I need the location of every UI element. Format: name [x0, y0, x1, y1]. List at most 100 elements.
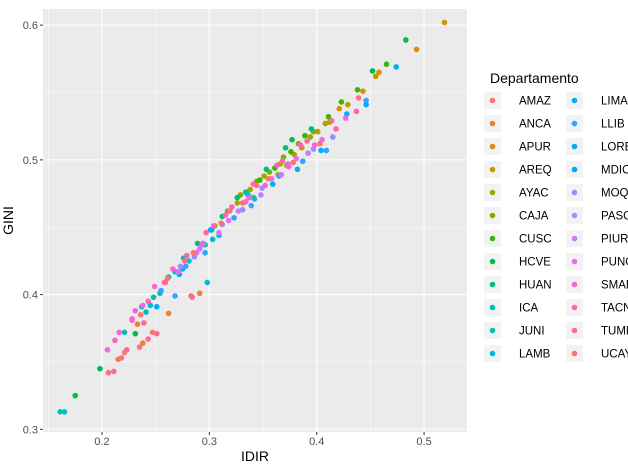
data-point [137, 311, 144, 318]
data-point [158, 287, 164, 294]
data-point [363, 97, 369, 104]
series-puno [105, 95, 362, 376]
legend-key-dot [571, 212, 578, 219]
data-point [239, 200, 246, 206]
data-point [239, 206, 246, 213]
data-point [186, 258, 192, 264]
data-point [116, 329, 123, 336]
data-point [150, 294, 157, 301]
x-axis-title: IDIR [241, 448, 269, 464]
data-point [247, 186, 253, 193]
data-point [289, 136, 295, 143]
data-point [288, 148, 294, 155]
data-point [246, 194, 252, 201]
legend-label: AYAC [519, 188, 549, 200]
legend-label: LLIB [601, 119, 625, 131]
data-point [61, 408, 68, 415]
data-point [72, 392, 79, 399]
data-point [231, 215, 237, 221]
x-tick-label: 0.3 [202, 436, 217, 448]
data-point [253, 182, 260, 189]
legend-label: LORE [601, 142, 628, 154]
data-point [111, 368, 117, 375]
data-point [182, 263, 189, 270]
data-point [345, 101, 351, 108]
legend-label: CAJA [519, 211, 549, 223]
legend-key-dot [571, 327, 578, 334]
data-point [172, 293, 178, 299]
data-point [290, 159, 296, 166]
data-point [338, 99, 345, 105]
data-point [234, 194, 241, 201]
y-tick-label: 0.5 [23, 155, 38, 167]
legend-label: UCAY [601, 349, 628, 361]
data-point [305, 150, 311, 156]
data-point [293, 155, 300, 162]
legend-key-dot [571, 281, 578, 288]
data-point [279, 158, 286, 165]
data-point [199, 241, 205, 248]
legend-key-dot [489, 189, 496, 196]
legend-key-dot [571, 120, 578, 127]
x-tick-label: 0.4 [309, 436, 324, 448]
series-mdio [196, 150, 311, 252]
legend-label: HUAN [519, 280, 552, 292]
legend: Departamento AMAZ ANCA APUR AREQ AYAC CAJA CUS… [484, 70, 628, 362]
legend-label: HCVE [519, 257, 551, 269]
data-point [235, 208, 242, 214]
data-point [181, 258, 188, 264]
minor-gridlines [43, 9, 467, 432]
legend-label: AMAZ [519, 96, 551, 108]
legend-key-dot [571, 258, 578, 265]
data-point [322, 120, 329, 127]
data-point [274, 162, 280, 169]
data-point [342, 115, 349, 121]
legend-label: PIUR [601, 234, 628, 246]
data-point [282, 144, 289, 151]
data-point [393, 64, 399, 70]
legend-label: ICA [519, 303, 539, 315]
data-point [413, 46, 420, 53]
series-ucay [137, 140, 323, 318]
data-point [262, 182, 268, 189]
data-point [141, 320, 147, 326]
data-point [121, 329, 128, 336]
data-point [269, 181, 276, 187]
series-anca [115, 290, 203, 363]
data-point [317, 140, 323, 147]
data-point [202, 250, 208, 256]
major-gridlines [43, 9, 467, 432]
data-point [261, 173, 267, 179]
legend-title: Departamento [490, 70, 579, 86]
y-tick-label: 0.6 [23, 20, 38, 32]
data-points [57, 19, 448, 415]
plot-panel [43, 9, 467, 432]
data-point [207, 227, 214, 233]
legend-key-dot [489, 166, 496, 173]
legend-label: AREQ [519, 165, 552, 177]
data-point [354, 87, 361, 93]
data-point [209, 236, 216, 243]
legend-label: MOQU [601, 188, 628, 200]
data-point [383, 61, 390, 68]
data-point [323, 147, 330, 154]
data-point [177, 263, 184, 270]
data-point [203, 229, 209, 236]
legend-key-dot [489, 281, 496, 288]
legend-key-dot [489, 120, 496, 127]
legend-key-dot [571, 97, 578, 104]
data-point [294, 166, 301, 173]
x-axis-ticks: 0.2 0.3 0.4 0.5 [94, 432, 432, 448]
legend-label: TACN [601, 303, 628, 315]
x-tick-label: 0.2 [94, 436, 109, 448]
legend-label: TUMB [601, 326, 628, 338]
data-point [307, 134, 314, 140]
legend-label: ANCA [519, 119, 551, 131]
data-point [403, 37, 409, 43]
data-point [318, 147, 324, 154]
legend-key-dot [489, 327, 496, 334]
data-point [376, 69, 382, 76]
data-point [226, 208, 233, 214]
legend-label: LAMB [519, 349, 551, 361]
